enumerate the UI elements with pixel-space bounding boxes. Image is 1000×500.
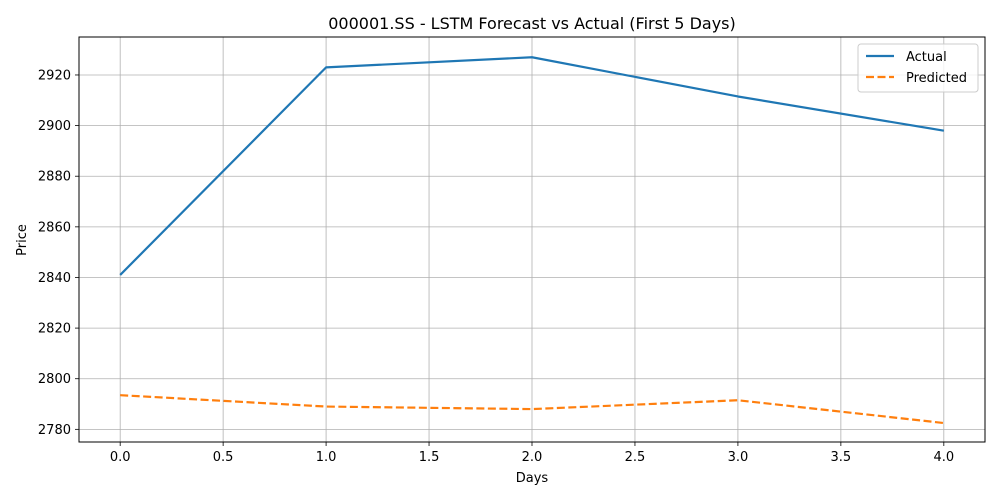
legend-label-predicted: Predicted <box>906 71 967 86</box>
x-tick-label: 0.5 <box>213 450 234 465</box>
y-axis-label: Price <box>15 224 30 256</box>
y-tick-label: 2780 <box>38 423 71 438</box>
x-tick-label: 3.0 <box>728 450 749 465</box>
x-axis: 0.0 0.5 1.0 1.5 2.0 2.5 3.0 3.5 4.0 <box>110 442 954 465</box>
legend-label-actual: Actual <box>906 50 947 65</box>
chart-title: 000001.SS - LSTM Forecast vs Actual (Fir… <box>328 14 735 33</box>
y-tick-label: 2800 <box>38 372 71 387</box>
legend: Actual Predicted <box>857 43 979 93</box>
y-axis: 2780 2800 2820 2840 2860 2880 2900 2920 <box>38 68 79 438</box>
y-tick-label: 2820 <box>38 322 71 337</box>
x-tick-label: 1.5 <box>419 450 440 465</box>
x-axis-label: Days <box>516 471 549 486</box>
x-tick-label: 3.5 <box>831 450 852 465</box>
series-layer <box>119 56 945 425</box>
x-tick-label: 1.0 <box>316 450 337 465</box>
y-tick-label: 2840 <box>38 271 71 286</box>
y-tick-label: 2880 <box>38 170 71 185</box>
y-tick-label: 2860 <box>38 220 71 235</box>
x-tick-label: 2.5 <box>625 450 646 465</box>
y-tick-label: 2920 <box>38 68 71 83</box>
x-tick-label: 0.0 <box>110 450 131 465</box>
y-tick-label: 2900 <box>38 119 71 134</box>
grid <box>79 37 985 442</box>
series-line-actual <box>119 56 945 276</box>
x-tick-label: 2.0 <box>522 450 543 465</box>
x-tick-label: 4.0 <box>933 450 954 465</box>
